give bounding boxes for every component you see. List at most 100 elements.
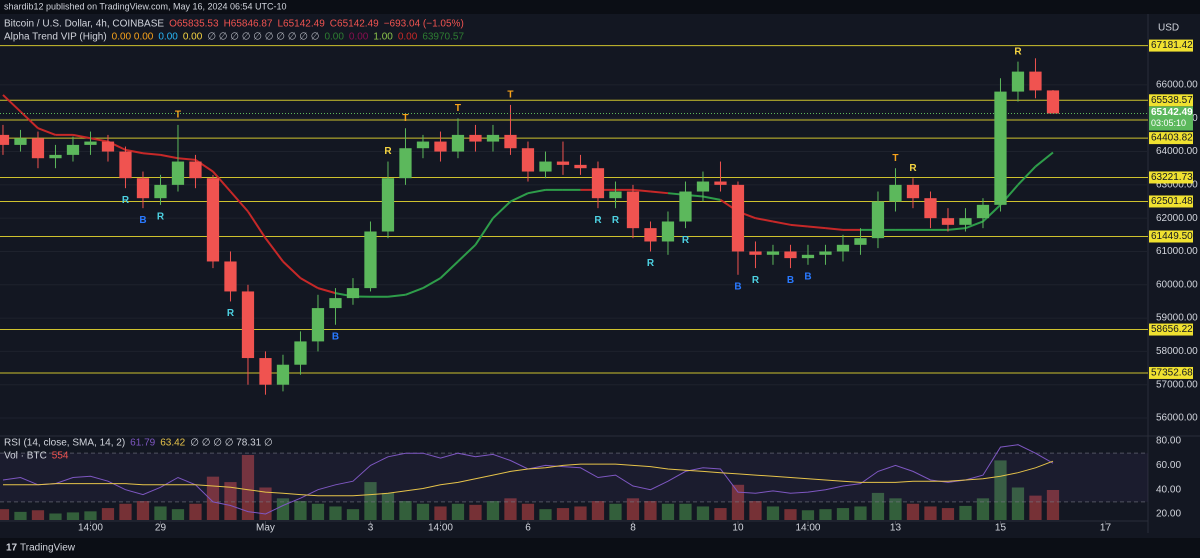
candle-body: [224, 261, 237, 292]
volume-bar: [521, 503, 535, 520]
trend-line: [387, 293, 406, 298]
level-label-box: [1149, 94, 1193, 107]
volume-bar: [364, 482, 377, 520]
candle-body: [1046, 90, 1060, 114]
trend-line: [405, 287, 424, 296]
signal-above: R: [384, 146, 392, 157]
candle-body: [259, 358, 272, 385]
trend-line: [299, 277, 319, 289]
footer-icon: 17: [6, 543, 18, 554]
candle-body: [119, 151, 132, 179]
volume-bar: [1046, 489, 1060, 520]
volume-bar: [119, 503, 132, 520]
volume-bar: [801, 510, 815, 520]
legend-text: 0.00: [183, 32, 203, 43]
candle-body: [381, 178, 395, 232]
volume-bar: [241, 455, 255, 520]
trend-line: [125, 148, 144, 155]
trend-line: [317, 287, 336, 295]
candle-body: [959, 218, 972, 225]
trend-line: [1034, 151, 1054, 168]
legend-text: L65142.49: [278, 19, 326, 30]
level-label: 62501.48: [1151, 196, 1193, 207]
signal-below: R: [682, 235, 690, 246]
legend-text: Alpha Trend VIP (High): [4, 32, 107, 43]
volume-bar: [959, 505, 972, 520]
trend-line: [142, 152, 161, 156]
legend-text: O65835.53: [169, 19, 219, 30]
x-tick-label: 14:00: [428, 523, 453, 534]
candle-body: [591, 168, 605, 199]
volume-bar: [784, 509, 797, 520]
trend-line: [160, 153, 179, 160]
signal-below: R: [647, 258, 655, 269]
candle-body: [171, 161, 185, 185]
volume-bar: [906, 503, 920, 520]
candle-body: [994, 91, 1007, 205]
candle-body: [84, 141, 97, 145]
signal-below: B: [734, 281, 741, 292]
level-label-box: [1149, 230, 1193, 243]
signal-below: R: [122, 195, 130, 206]
publish-bar: [0, 0, 1200, 14]
trend-line: [492, 200, 512, 219]
candle-body: [154, 184, 167, 199]
candle-body: [49, 154, 62, 159]
publisher: shardib12 published on TradingView.com, …: [4, 1, 287, 11]
candle-body: [311, 308, 325, 342]
legend-text: H65846.87: [224, 19, 273, 30]
trend-line: [632, 188, 651, 193]
volume-bar: [731, 484, 745, 520]
volume-bar: [346, 509, 360, 520]
trend-line: [825, 227, 844, 231]
candle-body: [836, 244, 850, 252]
trend-line: [1017, 165, 1037, 186]
volume-bar: [854, 506, 867, 520]
signal-below: R: [157, 211, 165, 222]
y-tick-label: 59000.00: [1156, 313, 1198, 324]
volume-bar: [206, 476, 220, 520]
volume-bar: [556, 508, 570, 520]
level-label-box: [1149, 132, 1193, 145]
signal-above: T: [175, 110, 181, 121]
y-tick-label: 58000.00: [1156, 346, 1198, 357]
volume-bar: [609, 503, 622, 520]
candle-body: [0, 134, 10, 145]
trend-line: [72, 133, 91, 140]
volume-bar: [766, 506, 780, 520]
legend-text: 0.00: [398, 32, 418, 43]
x-tick-label: 29: [155, 523, 167, 534]
trend-line: [510, 192, 529, 203]
legend-text: 554: [52, 451, 69, 462]
y-tick-label: 56000.00: [1156, 413, 1198, 424]
y-tick-label: 66000.00: [1156, 80, 1198, 91]
candle-body: [749, 251, 762, 255]
trend-line: [282, 260, 302, 279]
trend-line: [90, 137, 109, 143]
candle-body: [731, 184, 745, 252]
y-tick-label: 57000.00: [1156, 379, 1198, 390]
y-tick-label: 61000.00: [1156, 246, 1198, 257]
trend-line: [772, 220, 791, 226]
candle-body: [574, 164, 587, 169]
signal-above: T: [402, 113, 408, 124]
candle-body: [941, 218, 955, 225]
rsi-tick-label: 40.00: [1156, 484, 1181, 495]
trend-line: [755, 217, 774, 223]
candle-body: [696, 181, 710, 192]
trend-line: [422, 277, 441, 289]
trend-line: [264, 237, 284, 263]
level-label: 61449.50: [1151, 231, 1193, 242]
signal-below: B: [804, 271, 811, 282]
legend-text: ∅ ∅ ∅ ∅ 78.31 ∅: [190, 438, 272, 449]
candle-body: [14, 138, 27, 145]
legend-text: 61.79: [130, 438, 155, 449]
trend-line: [982, 204, 1002, 223]
trend-line: [965, 220, 984, 230]
volume-bar: [14, 511, 27, 520]
y-tick-label: 64000.00: [1156, 146, 1198, 157]
trend-line: [650, 190, 669, 195]
x-tick-label: 14:00: [78, 523, 103, 534]
level-label-box: [1149, 39, 1193, 52]
candle-body: [766, 251, 780, 255]
